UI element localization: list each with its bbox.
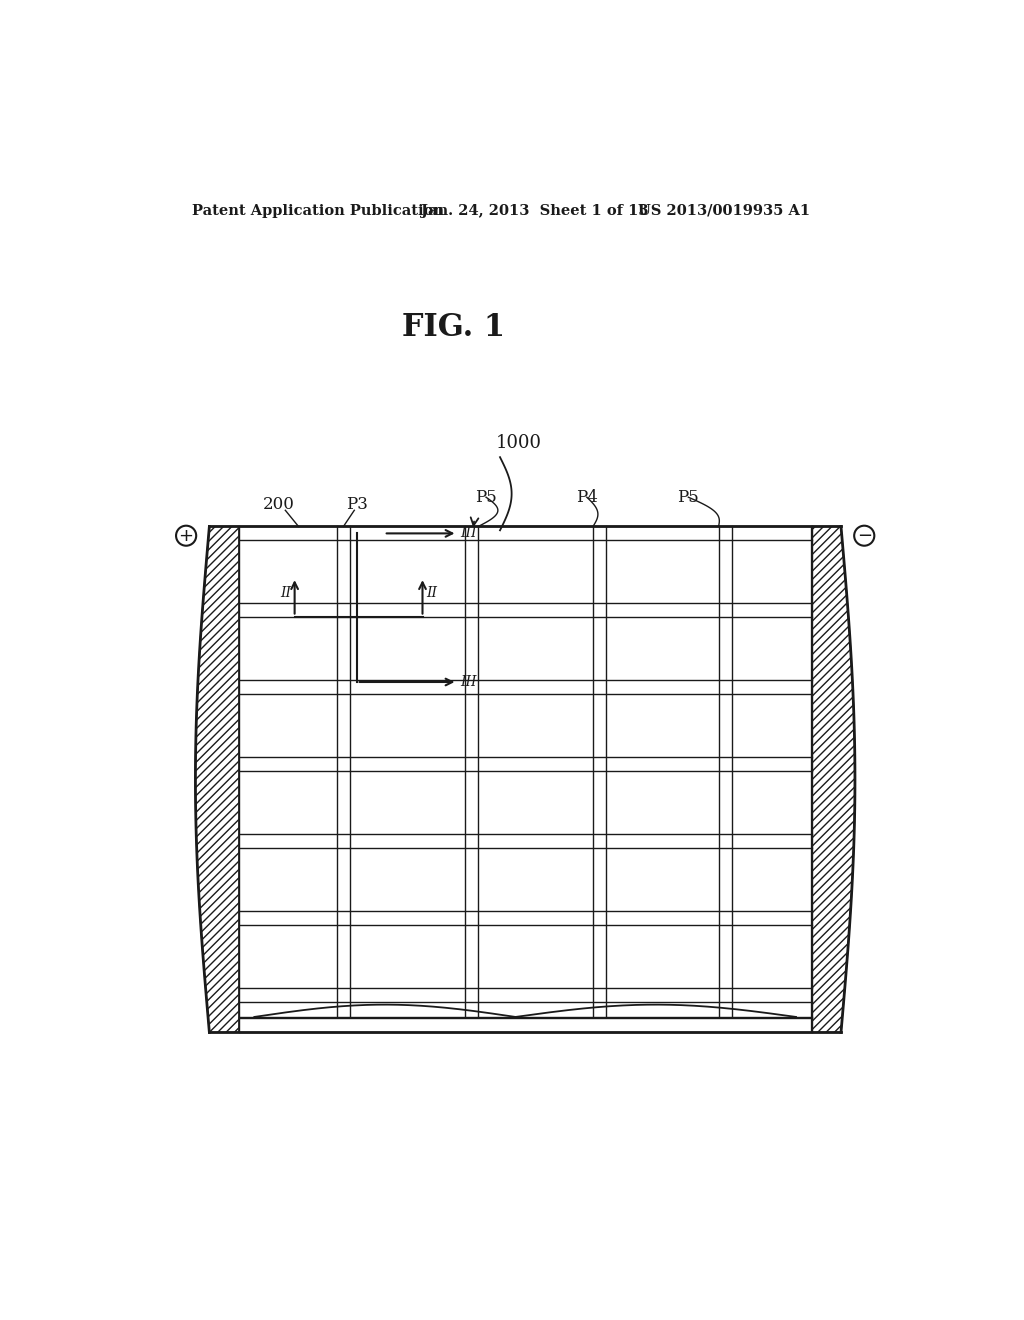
Text: P5: P5 [475, 488, 497, 506]
Text: Jan. 24, 2013  Sheet 1 of 13: Jan. 24, 2013 Sheet 1 of 13 [421, 203, 648, 218]
Polygon shape [196, 527, 239, 1032]
Text: P3: P3 [346, 496, 368, 513]
Polygon shape [812, 527, 855, 1032]
Text: US 2013/0019935 A1: US 2013/0019935 A1 [638, 203, 810, 218]
Text: II: II [280, 586, 291, 601]
Text: Patent Application Publication: Patent Application Publication [191, 203, 443, 218]
Text: −: − [857, 527, 871, 545]
Text: +: + [178, 527, 194, 545]
Text: III: III [461, 675, 477, 689]
Text: II: II [426, 586, 437, 601]
Text: III: III [461, 527, 477, 540]
Text: 1000: 1000 [496, 434, 542, 453]
Text: FIG. 1: FIG. 1 [402, 313, 505, 343]
Text: 200: 200 [263, 496, 295, 513]
Text: P4: P4 [575, 488, 598, 506]
Text: P5: P5 [678, 488, 699, 506]
